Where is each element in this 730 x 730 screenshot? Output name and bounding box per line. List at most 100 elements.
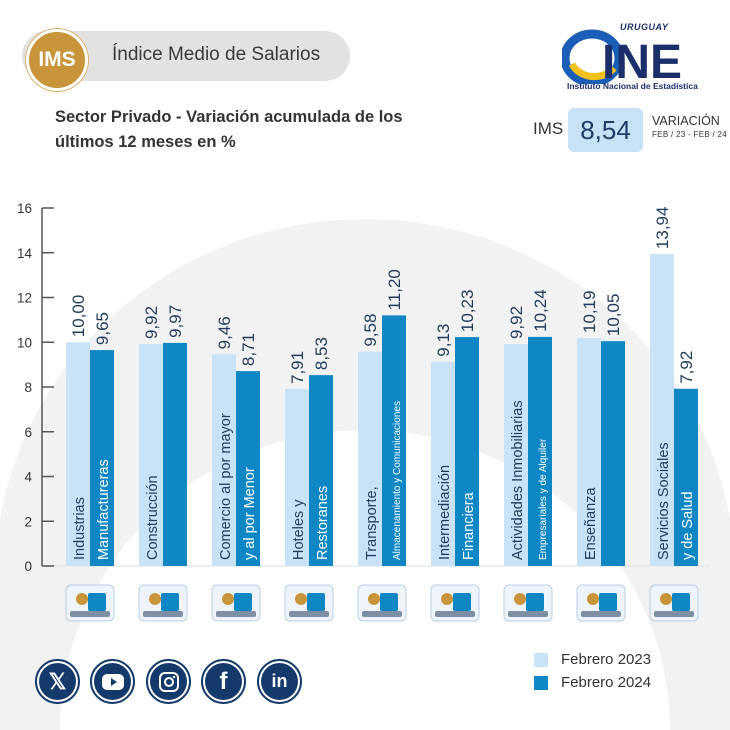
instagram-icon <box>150 663 187 700</box>
logo-country: URUGUAY <box>620 22 669 32</box>
category-label: Enseñanza <box>583 487 599 560</box>
y-tick-label: 10 <box>17 335 32 350</box>
legend-item-feb2023: Febrero 2023 <box>534 648 651 671</box>
logo-wordmark: INE <box>602 36 682 84</box>
category-label: Manufactureras <box>96 459 112 560</box>
kpi-value: 8,54 <box>568 108 643 152</box>
bar-feb2023 <box>285 389 309 566</box>
category-label: Hoteles y <box>291 499 307 560</box>
factory-workers-icon <box>65 584 115 622</box>
data-label: 9,13 <box>434 324 453 357</box>
legend-swatch-feb2024 <box>534 675 548 690</box>
instagram-button[interactable] <box>146 659 191 704</box>
category-label: Empresariales y de Alquiler <box>538 438 549 560</box>
bar-feb2024 <box>601 341 625 566</box>
x-icon: 𝕏 <box>39 663 76 700</box>
legend-label-feb2024: Febrero 2024 <box>561 674 652 691</box>
restaurant-icon <box>284 584 334 622</box>
store-shelves-icon <box>211 584 261 622</box>
bar-chart: 0 2 4 6 8 10 12 14 16 10,00 9,65 Industrias Manufact… <box>17 201 710 622</box>
y-tick-label: 6 <box>24 425 32 440</box>
data-label: 9,46 <box>215 316 234 349</box>
bar-feb2024 <box>455 337 479 566</box>
category-label: Industrias <box>72 497 88 560</box>
ine-logo: URUGUAY INE Instituto Nacional de Estadí… <box>562 22 712 94</box>
category-label: Transporte, <box>364 486 380 560</box>
bar-feb2023 <box>139 344 163 566</box>
y-tick-label: 12 <box>17 291 32 306</box>
category-label: Intermediación <box>437 465 453 560</box>
bar-feb2023 <box>66 342 90 566</box>
data-label: 9,92 <box>507 306 526 339</box>
construction-worker-icon <box>138 584 188 622</box>
data-label: 10,23 <box>458 290 477 333</box>
bar-feb2023 <box>504 344 528 566</box>
category-label: y de Salud <box>680 491 696 560</box>
bar-feb2024 <box>382 315 406 566</box>
chart-subtitle: Sector Privado - Variación acumulada de … <box>55 105 415 155</box>
logo-subtitle: Instituto Nacional de Estadística <box>567 81 698 91</box>
data-label: 10,24 <box>531 289 550 332</box>
kpi-period: FEB / 23 - FEB / 24 <box>652 130 728 139</box>
bar-feb2023 <box>650 254 674 566</box>
category-label: y al por Menor <box>242 467 258 560</box>
category-label: Construcción <box>145 475 161 560</box>
bar-feb2024 <box>90 350 114 566</box>
bar-feb2023 <box>358 351 382 566</box>
category-label: Actividades Inmobiliarias <box>510 400 526 560</box>
bar-feb2023 <box>431 361 455 566</box>
kpi-variation: VARIACIÓN FEB / 23 - FEB / 24 <box>652 114 727 142</box>
linkedin-button[interactable]: in <box>257 659 302 704</box>
kpi-variation-label: VARIACIÓN <box>652 114 720 128</box>
data-label: 8,53 <box>312 337 331 370</box>
bar-feb2024 <box>528 336 552 566</box>
legend-label-feb2023: Febrero 2023 <box>561 651 652 668</box>
x-button[interactable]: 𝕏 <box>35 659 80 704</box>
y-tick-label: 16 <box>17 201 32 216</box>
facebook-icon: f <box>205 663 242 700</box>
subtitle-line-1: Sector Privado - Variación acumulada de … <box>55 108 403 126</box>
data-label: 9,58 <box>361 314 380 347</box>
y-tick-label: 4 <box>24 470 32 485</box>
bar-feb2024 <box>309 375 333 566</box>
category-label: Comercio al por mayor <box>218 413 234 560</box>
y-tick-label: 0 <box>24 559 32 574</box>
category-label: Financiera <box>461 491 477 560</box>
y-tick-label: 2 <box>24 514 32 529</box>
data-label: 13,94 <box>653 207 672 250</box>
real-estate-keys-icon <box>503 584 553 622</box>
facebook-button[interactable]: f <box>201 659 246 704</box>
data-label: 11,20 <box>385 269 404 310</box>
data-label: 9,65 <box>93 312 112 345</box>
legend-item-feb2024: Febrero 2024 <box>534 671 651 694</box>
data-label: 10,19 <box>580 290 599 333</box>
bar-feb2024 <box>674 388 698 566</box>
bar-feb2023 <box>577 337 601 566</box>
page-title: Índice Medio de Salarios <box>112 44 321 65</box>
bar-feb2023 <box>212 354 236 566</box>
data-label: 7,92 <box>677 351 696 384</box>
linkedin-icon: in <box>261 663 298 700</box>
y-tick-label: 8 <box>24 380 32 395</box>
category-label: Restoranes <box>315 486 331 560</box>
transport-icon <box>357 584 407 622</box>
category-label: Almacenamiento y Comunicaciones <box>392 401 403 560</box>
legend: Febrero 2023 Febrero 2024 <box>534 648 651 694</box>
data-label: 7,91 <box>288 351 307 384</box>
y-tick-label: 14 <box>17 246 33 261</box>
teacher-icon <box>576 584 626 622</box>
bar-feb2024 <box>163 342 187 566</box>
data-label: 10,00 <box>69 295 88 338</box>
category-label: Servicios Sociales <box>656 442 672 560</box>
ims-badge: IMS <box>26 29 88 91</box>
legend-swatch-feb2023 <box>534 652 548 667</box>
subtitle-line-2: últimos 12 meses en % <box>55 133 236 151</box>
kpi-label: IMS <box>533 119 564 138</box>
youtube-button[interactable] <box>90 659 135 704</box>
youtube-icon <box>94 663 131 700</box>
data-label: 10,05 <box>604 294 623 337</box>
ine-logo-mark: INE <box>562 29 682 84</box>
hospital-icon <box>649 584 699 622</box>
data-label: 9,97 <box>166 305 185 338</box>
finance-calculator-icon <box>430 584 480 622</box>
